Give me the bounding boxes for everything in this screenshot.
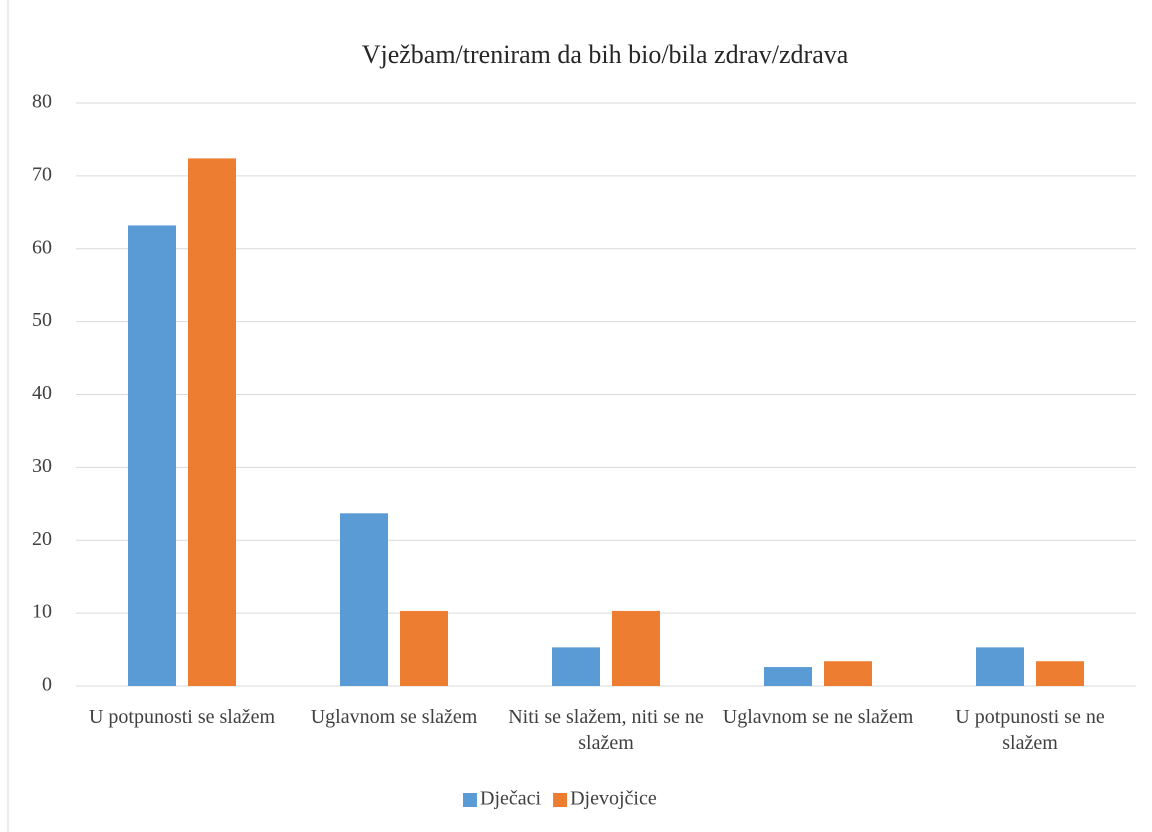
bar: [128, 225, 176, 686]
legend-swatch: [553, 793, 568, 807]
y-tick-label: 70: [32, 163, 52, 185]
bar: [824, 661, 872, 686]
bar: [764, 667, 812, 686]
y-tick-label: 10: [32, 601, 52, 623]
chart-title: Vježbam/treniram da bih bio/bila zdrav/z…: [362, 40, 849, 69]
bar: [552, 647, 600, 686]
bar: [400, 610, 448, 686]
bar: [976, 647, 1024, 686]
x-tick-label: Niti se slažem, niti se ne slažem: [508, 706, 704, 754]
x-tick-label: U potpunosti se ne slažem: [955, 706, 1105, 754]
y-tick-label: 30: [32, 455, 52, 477]
bar: [340, 513, 388, 686]
legend-label: Dječaci: [480, 788, 542, 810]
bar: [1036, 661, 1084, 686]
y-tick-label: 0: [42, 674, 52, 696]
bar: [188, 158, 236, 686]
bar: [612, 610, 660, 686]
x-tick-label: Uglavnom se ne slažem: [722, 706, 914, 728]
y-tick-label: 50: [32, 309, 52, 331]
y-tick-label: 40: [32, 382, 52, 404]
y-tick-label: 80: [32, 91, 52, 113]
y-tick-label: 60: [32, 236, 52, 258]
legend-swatch: [463, 793, 477, 807]
legend-label: Djevojčice: [570, 788, 657, 810]
x-tick-label: U potpunosti se slažem: [88, 706, 276, 728]
y-tick-label: 20: [32, 528, 52, 550]
x-tick-label: Uglavnom se slažem: [310, 706, 478, 728]
